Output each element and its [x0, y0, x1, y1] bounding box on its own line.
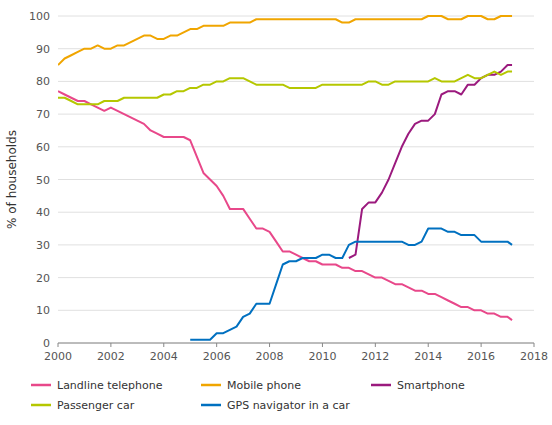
y-tick-label: 40: [36, 206, 50, 219]
x-tick: [375, 343, 376, 347]
plot-area: [58, 16, 512, 340]
series-line: [58, 72, 512, 105]
x-tick: [58, 343, 59, 347]
y-tick-label: 60: [36, 141, 50, 154]
series-line: [190, 229, 512, 340]
legend-label: Landline telephone: [57, 379, 163, 392]
series-line: [58, 91, 512, 320]
y-tick-label: 100: [29, 10, 50, 23]
grid-line: [58, 244, 534, 245]
x-tick-label: 2004: [150, 350, 178, 363]
x-tick-label: 2018: [520, 350, 548, 363]
legend-label: GPS navigator in a car: [227, 399, 350, 412]
legend-swatch: [31, 384, 51, 387]
x-tick-label: 2016: [467, 350, 495, 363]
y-tick-label: 0: [43, 337, 50, 350]
legend-swatch: [201, 404, 221, 407]
legend-label: Passenger car: [57, 399, 135, 412]
x-tick: [216, 343, 217, 347]
x-tick-label: 2002: [97, 350, 125, 363]
grid-line: [58, 146, 534, 147]
legend-swatch: [371, 384, 391, 387]
y-tick-label: 10: [36, 304, 50, 317]
series-line: [58, 16, 512, 65]
x-tick: [269, 343, 270, 347]
x-tick: [428, 343, 429, 347]
x-tick: [534, 343, 535, 347]
y-tick-label: 30: [36, 239, 50, 252]
grid-line: [58, 81, 534, 82]
grid-line: [58, 114, 534, 115]
x-tick-label: 2000: [44, 350, 72, 363]
y-axis-label: % of households: [5, 130, 19, 229]
x-axis: 2000 2002 2004 2006 2008 2010 2012 2014 2016 2018: [44, 343, 548, 363]
chart: 0102030405060708090100200020022004200620…: [0, 0, 552, 425]
legend: Landline telephone Mobile phone Smartphone…: [31, 379, 465, 412]
y-tick-label: 90: [36, 43, 50, 56]
x-tick: [322, 343, 323, 347]
legend-swatch: [201, 384, 221, 387]
grid-line: [58, 16, 534, 17]
grid-line: [58, 212, 534, 213]
grid-line: [58, 343, 534, 344]
x-tick: [481, 343, 482, 347]
y-tick-label: 80: [36, 75, 50, 88]
grid-line: [58, 179, 534, 180]
x-tick: [110, 343, 111, 347]
grid-line: [58, 48, 534, 49]
x-tick: [163, 343, 164, 347]
x-tick-label: 2010: [308, 350, 336, 363]
legend-label: Smartphone: [397, 379, 465, 392]
x-tick-label: 2012: [361, 350, 389, 363]
y-tick-label: 20: [36, 272, 50, 285]
y-tick-label: 70: [36, 108, 50, 121]
y-tick-label: 50: [36, 174, 50, 187]
grid-line: [58, 310, 534, 311]
x-tick-label: 2006: [203, 350, 231, 363]
x-tick-label: 2014: [414, 350, 442, 363]
legend-swatch: [31, 404, 51, 407]
x-tick-label: 2008: [256, 350, 284, 363]
x-axis-line: [58, 343, 534, 344]
grid-line: [58, 277, 534, 278]
y-axis: 0 10 20 30 40 50 60 70 80 90 100: [29, 10, 534, 350]
legend-label: Mobile phone: [227, 379, 301, 392]
